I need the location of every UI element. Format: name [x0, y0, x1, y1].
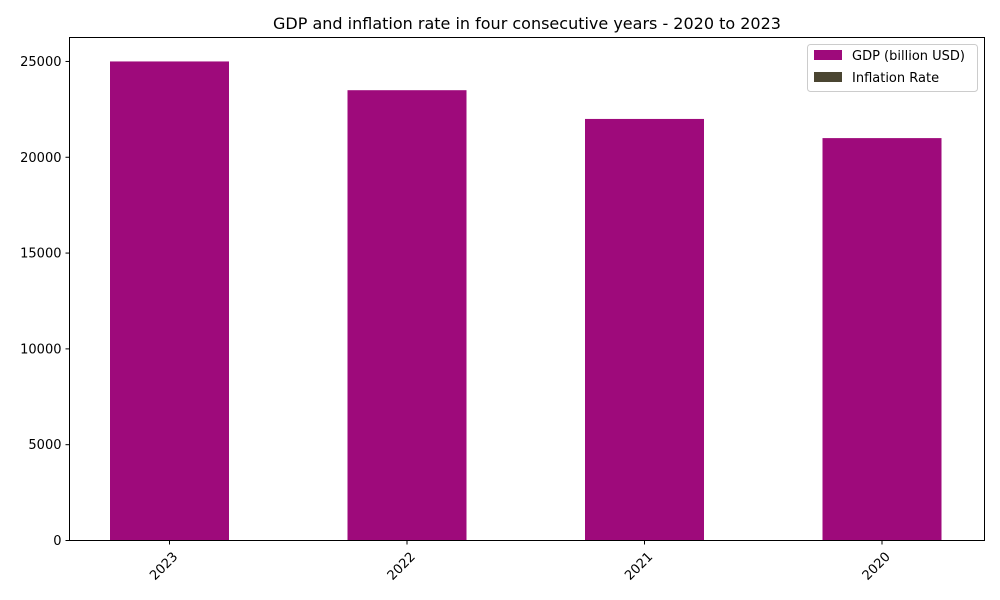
legend-swatch-inflation: [814, 72, 842, 82]
legend-box: [807, 44, 978, 92]
y-tick-label: 5000: [28, 438, 61, 453]
bars-group: [110, 61, 942, 541]
chart-title: GDP and inflation rate in four consecuti…: [273, 14, 781, 33]
bar-gdp-2022: [347, 90, 467, 541]
legend-swatch-gdp: [814, 50, 842, 60]
x-tick-label-2023: 2023: [147, 550, 181, 584]
legend-label-inflation: Inflation Rate: [852, 71, 939, 86]
y-tick-label: 20000: [20, 151, 61, 166]
legend-label-gdp: GDP (billion USD): [852, 49, 965, 64]
y-tick-label: 0: [53, 534, 61, 549]
legend: GDP (billion USD) Inflation Rate: [807, 44, 978, 92]
bar-gdp-2023: [110, 61, 229, 541]
y-tick-label: 15000: [20, 247, 61, 262]
x-tick-label-2020: 2020: [860, 550, 894, 584]
y-tick-label: 25000: [20, 55, 61, 70]
bar-gdp-2021: [585, 118, 704, 541]
x-tick-label-2021: 2021: [622, 550, 656, 584]
x-axis: 2023 2022 2021 2020: [147, 540, 894, 584]
y-axis: 0 5000 10000 15000 20000 25000: [20, 55, 70, 549]
x-tick-label-2022: 2022: [385, 550, 419, 584]
y-tick-label: 10000: [20, 342, 61, 357]
bar-gdp-2020: [822, 138, 942, 541]
plot-frame: [69, 37, 985, 541]
